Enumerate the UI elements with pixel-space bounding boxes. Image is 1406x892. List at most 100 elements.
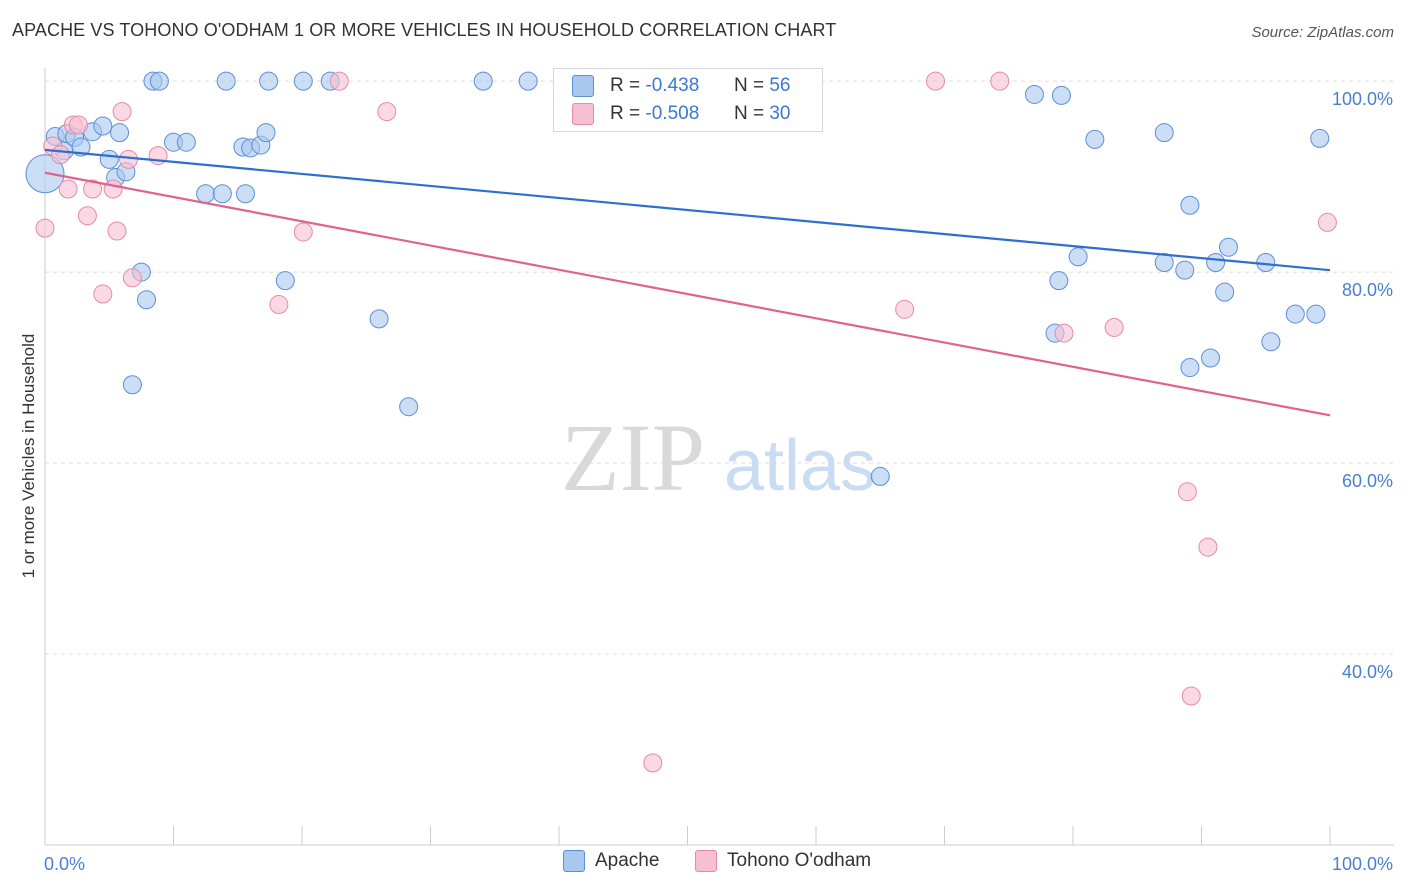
trend-lines: [44, 148, 1331, 417]
apache-point: [235, 184, 255, 204]
apache-point: [1024, 84, 1044, 104]
apache-point: [1051, 85, 1071, 105]
apache-point: [870, 466, 890, 486]
apache-point: [137, 290, 157, 310]
axis-labels: 40.0% 60.0% 80.0% 100.0% 0.0% 100.0% 1 or more…: [19, 89, 1393, 874]
tohono-point: [35, 218, 55, 238]
apache-point: [110, 123, 130, 143]
tohono-point: [68, 115, 88, 135]
apache-point: [1310, 128, 1330, 148]
n-label: N =: [733, 103, 765, 124]
tohono-point: [377, 102, 397, 122]
apache-point: [369, 309, 389, 329]
apache-point: [1200, 348, 1220, 368]
apache-point: [71, 137, 91, 157]
n-value: 30: [769, 103, 791, 124]
tohono-point: [1181, 686, 1201, 706]
tohono-legend-swatch: [695, 850, 717, 872]
apache-point: [176, 132, 196, 152]
tohono-point: [107, 221, 127, 241]
apache-point: [293, 71, 313, 91]
axes: [44, 68, 1394, 846]
tohono-point: [643, 753, 663, 773]
r-label: R =: [610, 103, 641, 124]
tohono-point: [122, 268, 142, 288]
stats-row-apache: R = -0.438 N = 56: [572, 75, 790, 97]
apache-point: [99, 149, 119, 169]
apache-point: [216, 71, 236, 91]
tohono-point: [1198, 537, 1218, 557]
data-points: [25, 71, 1337, 773]
apache-trend-line: [44, 148, 1331, 272]
x-tick-label: 0.0%: [44, 854, 85, 874]
apache-point: [473, 71, 493, 91]
tohono-point: [112, 102, 132, 122]
tohono-point: [329, 71, 349, 91]
x-tick-label: 100.0%: [1332, 854, 1393, 874]
y-tick-label: 40.0%: [1342, 662, 1393, 682]
watermark: ZIP atlas: [561, 404, 876, 511]
tohono-point: [926, 71, 946, 91]
tohono-point: [1104, 317, 1124, 337]
apache-point: [93, 116, 113, 136]
legend-label: Tohono O'odham: [727, 850, 872, 871]
tohono-trend-line: [44, 171, 1331, 417]
tohono-point: [1317, 212, 1337, 232]
tohono-point: [293, 222, 313, 242]
r-label: R =: [610, 75, 641, 96]
apache-point: [518, 71, 538, 91]
tohono-point: [83, 179, 103, 199]
apache-point: [1215, 282, 1235, 302]
legend: Apache Tohono O'odham: [0, 850, 1406, 880]
apache-point: [1175, 260, 1195, 280]
apache-point: [275, 271, 295, 291]
watermark-zip: ZIP: [561, 404, 705, 511]
tohono-point: [77, 206, 97, 226]
legend-item-tohono[interactable]: Tohono O'odham: [695, 850, 871, 872]
tohono-point: [269, 295, 289, 315]
apache-swatch: [572, 75, 594, 97]
watermark-atlas: atlas: [724, 426, 876, 506]
apache-point: [196, 184, 216, 204]
apache-point: [1218, 237, 1238, 257]
r-value: -0.508: [645, 103, 700, 124]
tohono-point: [93, 284, 113, 304]
tohono-swatch: [572, 103, 594, 125]
source-label: Source: ZipAtlas.com: [1251, 24, 1394, 41]
tohono-point: [895, 299, 915, 319]
apache-legend-swatch: [563, 850, 585, 872]
apache-point: [1154, 123, 1174, 143]
apache-point: [212, 184, 232, 204]
apache-point: [1180, 195, 1200, 215]
y-tick-label: 80.0%: [1342, 280, 1393, 300]
tohono-point: [119, 149, 139, 169]
y-axis-label: 1 or more Vehicles in Household: [19, 334, 38, 579]
apache-point: [149, 71, 169, 91]
tohono-point: [1054, 323, 1074, 343]
y-tick-label: 60.0%: [1342, 471, 1393, 491]
tohono-point: [990, 71, 1010, 91]
tohono-point: [1177, 482, 1197, 502]
apache-point: [1180, 358, 1200, 378]
apache-point: [1068, 247, 1088, 267]
tohono-point: [103, 179, 123, 199]
apache-point: [1206, 253, 1226, 273]
apache-point: [259, 71, 279, 91]
legend-label: Apache: [595, 850, 660, 871]
tohono-point: [50, 145, 70, 165]
apache-point: [1049, 271, 1069, 291]
apache-point: [1285, 304, 1305, 324]
stats-row-tohono: R = -0.508 N = 30: [572, 103, 790, 125]
apache-point: [1261, 332, 1281, 352]
apache-point: [1306, 304, 1326, 324]
n-label: N =: [733, 75, 765, 96]
chart-title: APACHE VS TOHONO O'ODHAM 1 OR MORE VEHIC…: [12, 20, 837, 40]
apache-point: [122, 375, 142, 395]
apache-point: [1154, 253, 1174, 273]
apache-point: [399, 397, 419, 417]
apache-point: [256, 123, 276, 143]
stats-box: R = -0.438 N = 56 R = -0.508 N = 30: [553, 68, 823, 132]
r-value: -0.438: [645, 75, 700, 96]
legend-item-apache[interactable]: Apache: [563, 850, 659, 872]
